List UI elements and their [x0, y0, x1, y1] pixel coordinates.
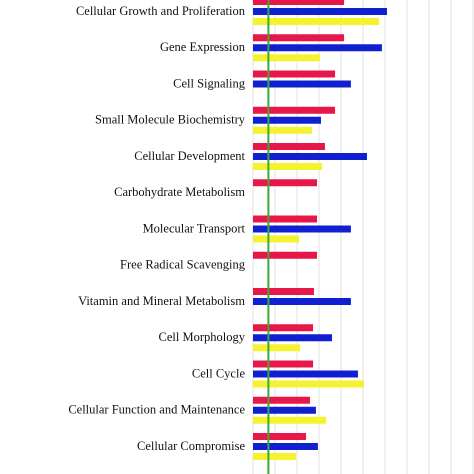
- category-label: Molecular Transport: [143, 221, 246, 235]
- bar: [253, 116, 321, 124]
- bar: [253, 298, 351, 305]
- bar: [253, 54, 321, 62]
- bar: [253, 370, 358, 378]
- bar: [253, 344, 301, 352]
- bar: [253, 80, 351, 88]
- bar: [253, 380, 365, 388]
- category-label: Cellular Development: [134, 149, 245, 163]
- category-label: Cell Signaling: [173, 76, 246, 90]
- category-label: Vitamin and Mineral Metabolism: [78, 294, 245, 308]
- bar: [253, 179, 318, 187]
- bar: [253, 215, 318, 223]
- category-label: Carbohydrate Metabolism: [114, 185, 245, 199]
- bar: [253, 44, 382, 52]
- bar: [253, 163, 323, 170]
- bar: [253, 143, 325, 150]
- bar: [253, 416, 327, 424]
- category-label: Cellular Growth and Proliferation: [76, 4, 246, 18]
- bar: [253, 433, 307, 440]
- category-label: Cell Morphology: [159, 330, 246, 344]
- bar: [253, 251, 318, 259]
- category-label: Free Radical Scavenging: [120, 258, 246, 272]
- bar: [253, 153, 367, 160]
- bar: [253, 443, 318, 450]
- bar: [253, 334, 332, 342]
- bar: [253, 225, 351, 233]
- bar: [253, 288, 314, 295]
- bar: [253, 18, 380, 25]
- category-label: Cellular Function and Maintenance: [68, 403, 245, 417]
- bar: [253, 126, 312, 134]
- bar: [253, 396, 310, 404]
- category-label: Gene Expression: [160, 40, 246, 54]
- bar: [253, 360, 314, 368]
- bar: [253, 0, 345, 5]
- bar: [253, 324, 314, 332]
- category-label: Cell Cycle: [192, 366, 246, 380]
- bar: [253, 106, 336, 114]
- category-label: Cellular Compromise: [137, 439, 245, 453]
- bar: [253, 235, 299, 243]
- bar: [253, 70, 336, 78]
- category-label: Small Molecule Biochemistry: [95, 113, 246, 127]
- bar: [253, 34, 345, 42]
- bar: [253, 8, 387, 15]
- bar: [253, 453, 296, 460]
- bar: [253, 406, 316, 414]
